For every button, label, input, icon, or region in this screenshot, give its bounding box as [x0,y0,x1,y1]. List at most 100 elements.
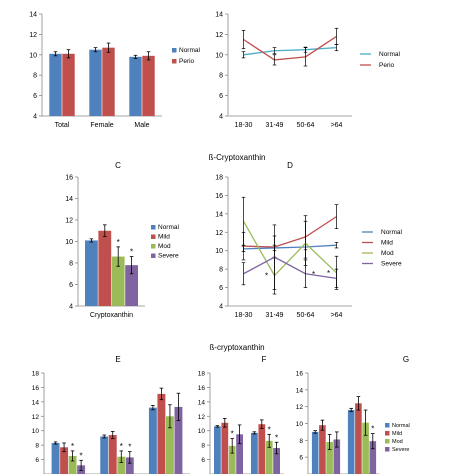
significance-mark-F: * [275,433,278,442]
legend-label-mild: Mild [158,234,170,241]
y-tick-label-C: 16 [65,175,73,182]
series-line-D-severe [243,256,337,280]
legend-label-mod: Mod [158,243,171,250]
panel-label-D: D [287,161,293,170]
bar-A-normal [129,56,142,116]
significance-mark-E: * [80,451,83,460]
y-tick-label-D: 12 [215,230,223,237]
legend-swatch-perio [172,59,177,64]
y-tick-label-A: 8 [33,73,37,80]
y-tick-label-E: 6 [35,457,39,464]
panel-D: D 4 6 8 10 12 14 16 18 18-30 31-49 50-64 >64 * * * Norma… [215,161,402,319]
legend-label-mod: Mod [392,439,403,445]
legend-swatch-normal [151,225,156,230]
legend-label-severe: Severe [381,261,402,268]
bar-G-severe [369,441,377,474]
legend-swatch-normal [172,48,177,53]
y-tick-label-C: 10 [65,239,73,246]
significance-mark-G: * [371,425,374,434]
panel-label-C: C [115,161,121,170]
y-tick-label-E: 12 [32,414,40,421]
y-tick-label-G: 14 [296,387,304,394]
series-line-B-perio [243,35,337,61]
bar-F-mod [265,440,273,474]
y-tick-label-G: 6 [299,455,303,462]
bar-A-perio [62,53,75,116]
panel-F: F 6 8 10 12 14 16 18 * * * [198,355,284,474]
bar-A-normal [49,53,62,116]
y-tick-label-D: 18 [215,175,223,182]
bar-F-severe [273,448,280,474]
bar-F-normal [214,426,221,474]
significance-mark-F: * [231,430,234,439]
bar-C-severe [125,265,138,306]
y-tick-label-A: 14 [29,12,37,19]
y-tick-label-F: 18 [198,371,206,378]
bar-C-mod [111,256,125,306]
bar-F-severe [236,434,243,474]
bar-E-normal [51,442,60,474]
x-tick-label-A: Female [90,122,113,129]
y-tick-label-F: 12 [198,414,206,421]
legend-label-severe: Severe [158,253,179,260]
bar-G-mild [355,403,362,474]
legend-swatch-mild [151,234,156,239]
bar-G-mild [319,425,326,474]
bar-A-normal [89,49,102,117]
legend-C: Normal Mild Mod Severe [151,224,180,260]
y-tick-label-C: 4 [69,304,73,311]
bar-G-mod [362,422,369,474]
bar-G-severe [333,439,341,474]
y-tick-label-B: 8 [219,73,223,80]
y-tick-label-F: 8 [201,443,205,450]
y-tick-label-F: 10 [198,428,206,435]
y-tick-label-G: 10 [296,421,304,428]
legend-label-perio: Perio [379,62,395,69]
y-tick-label-A: 12 [29,32,37,39]
panel-B: 4 6 8 10 12 14 18-30 31-49 50-64 >64 Normal Perio [215,12,400,130]
x-tick-label-B: 18-30 [235,122,253,129]
panel-label-F: F [262,355,267,364]
y-tick-label-D: 10 [215,248,223,255]
bar-F-normal [251,432,258,474]
significance-mark-D: * [265,272,268,281]
y-tick-label-G: 12 [296,404,304,411]
y-tick-label-B: 4 [219,114,223,121]
section-title-bottom: ß-cryptoxanthin [209,343,264,352]
y-tick-label-C: 14 [65,196,73,203]
x-tick-label-A: Male [134,122,149,129]
x-tick-label-A: Total [55,122,70,129]
bar-F-mild [258,424,266,474]
y-tick-label-F: 16 [198,385,206,392]
series-line-D-mild [243,216,337,248]
legend-label-severe: Severe [392,447,409,453]
bar-E-normal [148,407,157,474]
y-tick-label-D: 14 [215,211,223,218]
legend-label-mod: Mod [381,250,394,257]
legend-swatch-severe [385,447,390,452]
y-tick-label-G: 8 [299,438,303,445]
legend-label-normal: Normal [381,229,403,236]
legend-A: Normal Perio [172,47,201,65]
y-tick-label-B: 12 [215,32,223,39]
y-tick-label-F: 14 [198,399,206,406]
x-tick-label-B: 31-49 [266,122,284,129]
x-tick-label-B: >64 [331,122,343,129]
y-tick-label-A: 4 [33,114,37,121]
panel-C: C 4 6 8 10 12 14 16 Cryptoxanthin * * Normal Mild Mod… [65,161,179,319]
significance-mark-E: * [71,442,74,451]
legend-swatch-mod [151,244,156,249]
x-tick-label-D: 18-30 [235,312,253,319]
panel-label-G: G [403,355,409,364]
y-tick-label-E: 10 [32,428,40,435]
y-tick-label-D: 8 [219,267,223,274]
panel-G: G 6 8 10 12 14 16 * Normal Mild Mod Severe [296,355,410,474]
significance-mark-F: * [268,425,271,434]
bar-G-normal [347,410,355,474]
x-tick-label-D: 31-49 [266,312,284,319]
bar-A-perio [142,55,155,116]
y-tick-label-C: 8 [69,261,73,268]
x-tick-label-C: Cryptoxanthin [90,312,133,319]
legend-label-normal: Normal [158,224,180,231]
